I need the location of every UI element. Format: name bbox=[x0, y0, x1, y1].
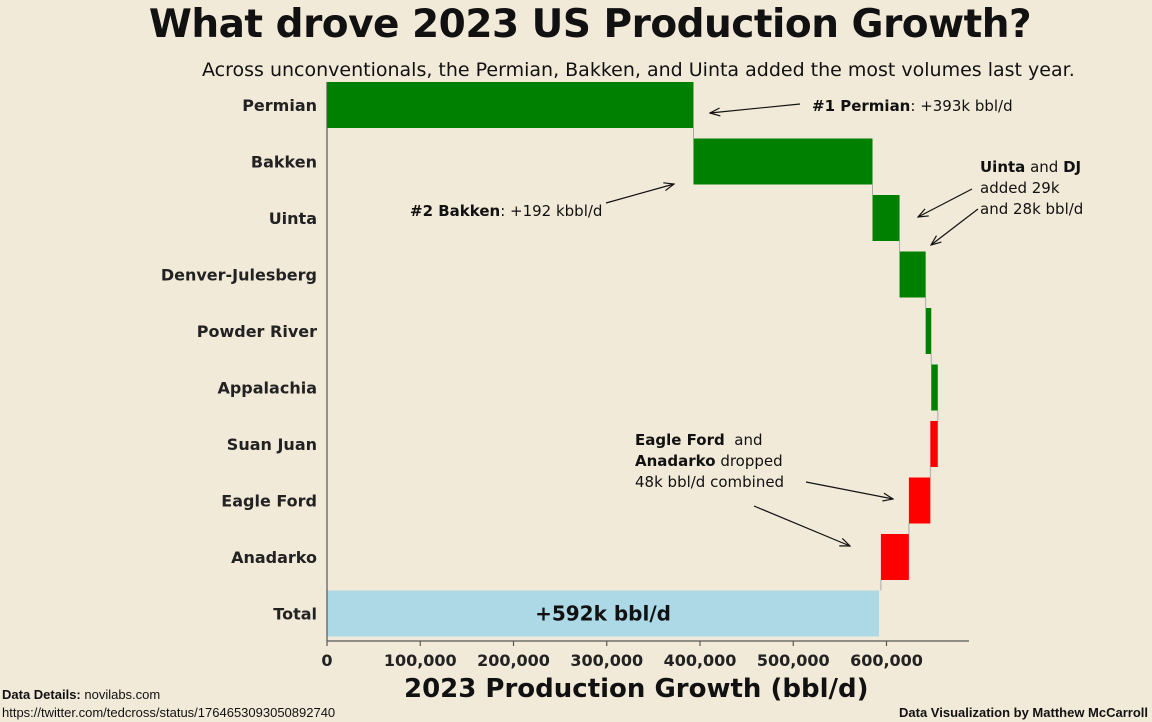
credit: Data Visualization by Matthew McCarroll bbox=[899, 705, 1148, 720]
data-details-label: Data Details: bbox=[2, 687, 81, 702]
category-label-powder-river: Powder River bbox=[197, 322, 317, 341]
annotation-eagle-mid: and bbox=[724, 431, 763, 449]
bar-uinta bbox=[872, 195, 900, 241]
bar-suan-juan bbox=[930, 421, 938, 467]
annotation-uinta-dj: Uinta and DJ added 29k and 28k bbl/d bbox=[980, 157, 1083, 220]
x-axis-title: 2023 Production Growth (bbl/d) bbox=[404, 674, 869, 704]
bars-group: +592k bbl/d bbox=[327, 82, 938, 637]
annotation-uinta-line3: and 28k bbl/d bbox=[980, 200, 1084, 218]
annotation-bakken-bold: #2 Bakken bbox=[410, 202, 501, 220]
data-details-value: novilabs.com bbox=[80, 687, 161, 702]
annotation-anadarko-bold: Anadarko bbox=[635, 452, 716, 470]
x-tick-label: 0 bbox=[321, 651, 332, 670]
annotation-permian: #1 Permian: +393k bbl/d bbox=[812, 96, 1013, 117]
chart-title: What drove 2023 US Production Growth? bbox=[148, 2, 1032, 47]
annotation-eagle-bold: Eagle Ford bbox=[635, 431, 725, 449]
bakken-arrow bbox=[605, 184, 674, 204]
category-label-denver-julesberg: Denver-Julesberg bbox=[161, 266, 317, 285]
bar-total bbox=[327, 590, 880, 637]
x-tick-label: 600,000 bbox=[850, 651, 923, 670]
bar-eagle-ford bbox=[908, 477, 931, 524]
x-tick-label: 200,000 bbox=[477, 651, 550, 670]
category-labels: Permian Bakken Uinta Denver-Julesberg Powder… bbox=[161, 96, 317, 624]
chart-subtitle: Across unconventionals, the Permian, Bak… bbox=[202, 59, 1075, 81]
category-label-appalachia: Appalachia bbox=[217, 379, 317, 398]
annotation-uinta-mid: and bbox=[1025, 158, 1064, 176]
annotation-bakken: #2 Bakken: +192 kbbl/d bbox=[410, 201, 602, 222]
annotation-uinta-bold: Uinta bbox=[980, 158, 1026, 176]
bar-bakken bbox=[693, 138, 873, 185]
category-label-permian: Permian bbox=[242, 96, 317, 115]
anadarko-arrow bbox=[753, 505, 850, 546]
bar-anadarko bbox=[880, 534, 909, 580]
uinta-arrow bbox=[918, 188, 973, 217]
x-axis: 0 100,000 200,000 300,000 400,000 500,000 600,… bbox=[321, 82, 969, 670]
eagle-ford-arrow bbox=[805, 481, 893, 499]
bar-permian bbox=[327, 82, 694, 128]
x-tick-label: 500,000 bbox=[757, 651, 830, 670]
annotation-eagle-line3: 48k bbl/d combined bbox=[635, 473, 785, 491]
connector-lines bbox=[692, 128, 939, 591]
category-label-suan-juan: Suan Juan bbox=[227, 435, 317, 454]
x-tick-label: 400,000 bbox=[664, 651, 737, 670]
category-label-anadarko: Anadarko bbox=[231, 548, 317, 567]
annotation-eagle-anadarko: Eagle Ford and Anadarko dropped 48k bbl/… bbox=[635, 430, 784, 493]
dj-arrow bbox=[931, 208, 979, 245]
annotation-uinta-line2: added 29k bbox=[980, 179, 1060, 197]
bar-appalachia bbox=[931, 364, 938, 411]
annotation-permian-text: : +393k bbl/d bbox=[910, 97, 1013, 115]
category-label-total: Total bbox=[273, 605, 317, 624]
x-tick-label: 100,000 bbox=[384, 651, 457, 670]
annotation-anadarko-rest: dropped bbox=[715, 452, 783, 470]
bar-denver-julesberg bbox=[899, 251, 926, 298]
category-label-bakken: Bakken bbox=[251, 153, 317, 172]
category-label-eagle-ford: Eagle Ford bbox=[221, 492, 317, 511]
total-value-label: +592k bbl/d bbox=[535, 602, 671, 626]
x-tick-label: 300,000 bbox=[570, 651, 643, 670]
annotation-dj-bold: DJ bbox=[1063, 158, 1082, 176]
category-label-uinta: Uinta bbox=[269, 209, 317, 228]
permian-arrow bbox=[710, 103, 801, 113]
source-url[interactable]: https://twitter.com/tedcross/status/1764… bbox=[2, 705, 336, 720]
annotation-arrows bbox=[605, 103, 979, 546]
annotation-permian-bold: #1 Permian bbox=[812, 97, 911, 115]
annotation-bakken-text: : +192 kbbl/d bbox=[500, 202, 603, 220]
data-details: Data Details: novilabs.com https://twitt… bbox=[2, 686, 335, 722]
bar-powder-river bbox=[925, 308, 932, 354]
